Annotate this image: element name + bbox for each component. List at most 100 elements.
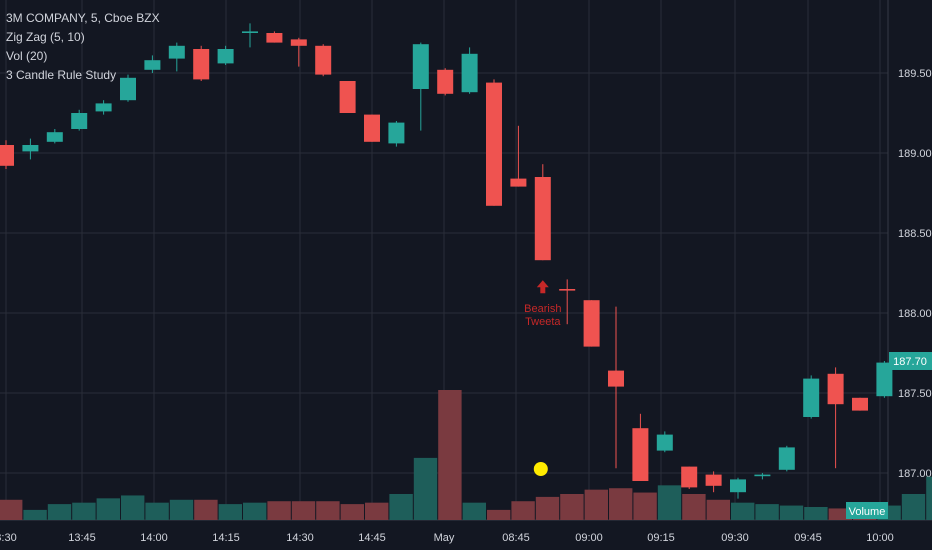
volume-bar bbox=[145, 502, 169, 520]
candle-body bbox=[681, 466, 698, 488]
candle-body bbox=[290, 39, 307, 46]
symbol-title[interactable]: 3M COMPANY, 5, Cboe BZX bbox=[6, 11, 160, 25]
x-tick-label: 09:15 bbox=[647, 532, 675, 544]
candle-body bbox=[705, 474, 722, 486]
x-tick-label: 14:00 bbox=[140, 532, 168, 544]
candle-body bbox=[534, 177, 551, 261]
volume-bar bbox=[169, 499, 194, 520]
volume-bar bbox=[218, 504, 242, 520]
candle-body bbox=[0, 145, 14, 166]
signal-label-line2: Tweeta bbox=[525, 316, 561, 328]
x-tick-label: 09:00 bbox=[575, 532, 603, 544]
y-tick-label: 187.00 bbox=[898, 468, 932, 480]
candle-body bbox=[510, 178, 527, 187]
chart-legend: 3M COMPANY, 5, Cboe BZX Zig Zag (5, 10) … bbox=[6, 9, 160, 85]
volume-bar bbox=[316, 501, 340, 520]
y-tick-label: 189.00 bbox=[898, 148, 932, 160]
volume-bar bbox=[706, 499, 730, 520]
x-tick-label: 10:00 bbox=[866, 532, 894, 544]
volume-bar bbox=[828, 508, 852, 520]
candle-body bbox=[71, 113, 88, 129]
candle-body bbox=[46, 132, 63, 142]
x-tick-label: 14:45 bbox=[358, 532, 386, 544]
x-tick-label: 14:30 bbox=[286, 532, 314, 544]
candle-body bbox=[412, 44, 429, 89]
x-tick-label: 09:45 bbox=[794, 532, 822, 544]
candle-body bbox=[95, 103, 112, 112]
candle-body bbox=[803, 378, 820, 417]
volume-bar bbox=[23, 509, 47, 520]
candle-body bbox=[364, 114, 380, 142]
candle-body bbox=[827, 373, 844, 405]
volume-bar bbox=[560, 494, 584, 520]
volume-bar bbox=[755, 504, 779, 520]
candle-body bbox=[22, 145, 39, 152]
y-tick-label: 188.00 bbox=[898, 308, 932, 320]
candle-body bbox=[486, 82, 502, 206]
volume-bar bbox=[0, 499, 23, 520]
volume-bar bbox=[682, 494, 706, 520]
volume-bar bbox=[535, 496, 560, 520]
candle-body bbox=[754, 474, 771, 477]
volume-bar bbox=[487, 509, 511, 520]
candle-body bbox=[315, 45, 332, 75]
volume-bar bbox=[438, 390, 462, 520]
candle-body bbox=[876, 362, 893, 397]
volume-bar bbox=[779, 505, 804, 520]
y-tick-label: 188.50 bbox=[898, 228, 932, 240]
x-tick-label: 09:30 bbox=[721, 532, 749, 544]
last-price-label: 187.70 bbox=[893, 356, 927, 368]
volume-bar bbox=[96, 498, 120, 520]
candle-body bbox=[583, 300, 600, 347]
candle-body bbox=[778, 447, 795, 470]
volume-badge bbox=[846, 502, 888, 519]
volume-bar bbox=[365, 502, 389, 520]
candle-body bbox=[120, 77, 136, 101]
volume-bar bbox=[462, 502, 486, 520]
volume-bar bbox=[657, 485, 682, 520]
indicator-3-candle-rule[interactable]: 3 Candle Rule Study bbox=[6, 68, 117, 82]
volume-bar bbox=[72, 502, 96, 520]
last-price-tag bbox=[889, 352, 932, 370]
volume-bar bbox=[511, 501, 535, 520]
volume-bar bbox=[243, 502, 267, 520]
volume-bar bbox=[901, 494, 926, 520]
volume-bar bbox=[633, 492, 657, 520]
candle-body bbox=[632, 428, 649, 481]
signal-label-line1: Bearish bbox=[524, 303, 561, 315]
candle-body bbox=[437, 69, 454, 94]
x-tick-label: May bbox=[434, 532, 455, 544]
y-tick-label: 189.50 bbox=[898, 68, 932, 80]
candle-body bbox=[730, 479, 746, 493]
signal-dot bbox=[533, 462, 548, 476]
volume-bar bbox=[121, 495, 145, 520]
x-tick-label: 08:45 bbox=[502, 532, 530, 544]
x-tick-label: 3:30 bbox=[0, 532, 17, 544]
candle-body bbox=[608, 370, 624, 387]
candle-body bbox=[168, 45, 185, 59]
candle-body bbox=[339, 81, 356, 113]
candle-body bbox=[388, 122, 405, 144]
candle-body bbox=[656, 434, 673, 451]
candle-body bbox=[242, 31, 258, 33]
volume-bar bbox=[926, 476, 932, 520]
candle-body bbox=[852, 397, 868, 411]
up-arrow-icon bbox=[536, 280, 549, 294]
candle-body bbox=[217, 49, 234, 64]
volume-bar bbox=[609, 488, 633, 520]
volume-bar bbox=[584, 489, 608, 520]
volume-bar bbox=[267, 501, 291, 520]
volume-bar bbox=[731, 502, 755, 520]
volume-bar bbox=[413, 457, 438, 520]
x-tick-label: 14:15 bbox=[212, 532, 240, 544]
volume-bar bbox=[194, 499, 218, 520]
indicator-volume[interactable]: Vol (20) bbox=[6, 49, 48, 63]
candle-body bbox=[144, 60, 161, 70]
indicator-zigzag[interactable]: Zig Zag (5, 10) bbox=[6, 30, 85, 44]
candle-body bbox=[559, 289, 576, 291]
x-tick-label: 13:45 bbox=[68, 532, 96, 544]
candle-body bbox=[461, 53, 478, 93]
volume-bar bbox=[340, 504, 364, 520]
y-tick-label: 187.50 bbox=[898, 388, 932, 400]
